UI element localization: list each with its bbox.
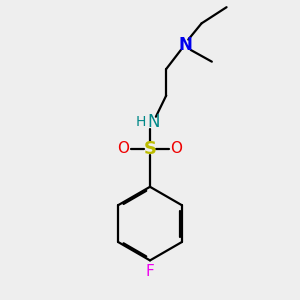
Text: H: H	[135, 115, 146, 129]
Text: N: N	[147, 113, 160, 131]
Text: N: N	[178, 37, 192, 55]
Text: S: S	[143, 140, 157, 158]
Text: O: O	[170, 141, 182, 156]
Text: F: F	[146, 264, 154, 279]
Text: O: O	[118, 141, 130, 156]
